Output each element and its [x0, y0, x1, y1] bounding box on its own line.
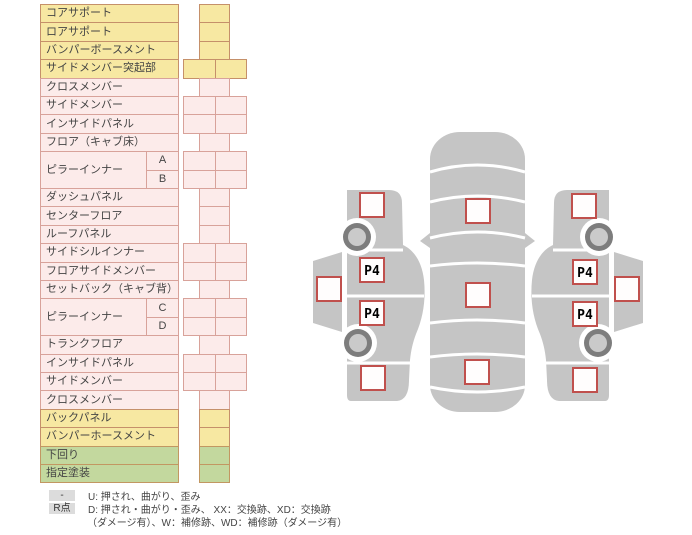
panel-divider-line: [429, 385, 526, 394]
panel-divider-line: [429, 230, 526, 240]
legend-text-u: U: 押され、曲がり、歪み: [88, 492, 201, 503]
cell-divider: [215, 115, 216, 133]
cell-divider: [215, 152, 216, 170]
panel-divider-line: [429, 352, 526, 359]
legend-key-rpoint: R点: [49, 503, 75, 514]
legend-row-rpoint-cont: （ダメージ有）、W：補修跡、WD：補修跡（ダメージ有）: [40, 515, 348, 529]
cell-divider: [215, 262, 216, 280]
legend-key-dash: -: [49, 490, 75, 501]
cell-divider: [215, 354, 216, 372]
part-sublabel: C: [146, 298, 179, 318]
right-mirror-icon: [525, 233, 535, 248]
damage-marker-right-front-fender[interactable]: [571, 193, 597, 219]
left-front-wheel-icon: [338, 218, 376, 256]
cell-divider: [215, 373, 216, 391]
cell-divider: [215, 299, 216, 317]
right-rear-wheel-icon: [579, 324, 617, 362]
damage-marker-label: P4: [364, 307, 380, 322]
damage-marker-label: P4: [364, 264, 380, 279]
cell-divider: [215, 170, 216, 188]
panel-divider-line: [429, 194, 526, 204]
top-view: [420, 132, 535, 412]
part-label: 指定塗装: [40, 464, 179, 484]
damage-marker-roof[interactable]: [465, 282, 491, 308]
damage-marker-right-rear-door[interactable]: [572, 301, 598, 327]
damage-marker-hood[interactable]: [465, 198, 491, 224]
damage-marker-right-rear-quarter[interactable]: [572, 367, 598, 393]
cell-divider: [215, 60, 216, 78]
damage-cell[interactable]: [199, 464, 230, 484]
right-side-view: [531, 190, 643, 401]
cell-divider: [215, 97, 216, 115]
damage-marker-right-front-door[interactable]: [572, 259, 598, 285]
cell-divider: [215, 317, 216, 336]
part-label: バンパーホースメント: [40, 427, 179, 447]
damage-marker-left-rear-door[interactable]: [359, 300, 385, 326]
damage-marker-trunk[interactable]: [464, 359, 490, 385]
legend-text-d-cont: （ダメージ有）、W：補修跡、WD：補修跡（ダメージ有）: [87, 518, 348, 529]
left-mirror-icon: [420, 233, 430, 248]
cell-divider: [215, 244, 216, 262]
panel-divider-line: [429, 261, 526, 268]
damage-code-legend: - U: 押され、曲がり、歪み R点 D: 押され・曲がり・歪み、 XX：交換跡…: [40, 489, 348, 529]
part-sublabel: D: [146, 316, 179, 337]
damage-marker-label: P4: [577, 266, 593, 281]
damage-marker-right-sill[interactable]: [614, 276, 640, 302]
damage-marker-layer: P4 P4 P4 P4: [316, 192, 640, 393]
damage-marker-left-front-fender[interactable]: [359, 192, 385, 218]
damage-marker-label: P4: [577, 308, 593, 323]
part-label: ピラーインナー: [40, 151, 147, 189]
legend-row-rpoint: R点 D: 押され・曲がり・歪み、 XX：交換跡、XD：交換跡: [40, 502, 347, 516]
panel-divider-line: [429, 163, 526, 174]
panel-divider-line: [429, 318, 526, 325]
right-front-wheel-icon: [580, 218, 618, 256]
damage-marker-left-sill[interactable]: [316, 276, 342, 302]
left-rear-wheel-icon: [339, 324, 377, 362]
legend-text-d: D: 押され・曲がり・歪み、 XX：交換跡、XD：交換跡: [88, 505, 331, 516]
damage-marker-left-front-door[interactable]: [359, 257, 385, 283]
legend-row-u: - U: 押され、曲がり、歪み: [40, 489, 347, 503]
damage-marker-left-rear-quarter[interactable]: [360, 365, 386, 391]
top-view-body-shape: [430, 132, 525, 412]
